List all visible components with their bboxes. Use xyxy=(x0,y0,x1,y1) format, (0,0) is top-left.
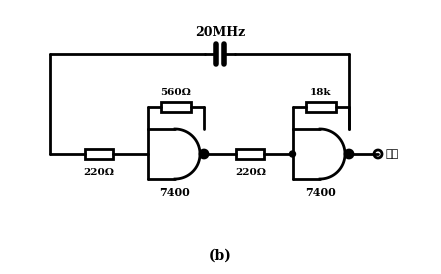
Circle shape xyxy=(374,150,382,158)
Bar xyxy=(236,149,264,159)
Text: 220Ω: 220Ω xyxy=(235,168,266,177)
Text: 18k: 18k xyxy=(310,88,332,97)
Text: 输出: 输出 xyxy=(386,149,399,159)
Text: 220Ω: 220Ω xyxy=(83,168,114,177)
Circle shape xyxy=(346,151,352,157)
Text: 560Ω: 560Ω xyxy=(161,88,191,97)
Text: 20MHz: 20MHz xyxy=(195,26,245,39)
Text: (b): (b) xyxy=(209,249,232,263)
Text: 7400: 7400 xyxy=(305,187,335,198)
Circle shape xyxy=(289,151,295,157)
Bar xyxy=(85,149,113,159)
Bar xyxy=(161,102,191,112)
Text: 7400: 7400 xyxy=(160,187,191,198)
Circle shape xyxy=(201,151,207,157)
Circle shape xyxy=(200,150,208,158)
Bar xyxy=(306,102,336,112)
Circle shape xyxy=(345,150,353,158)
